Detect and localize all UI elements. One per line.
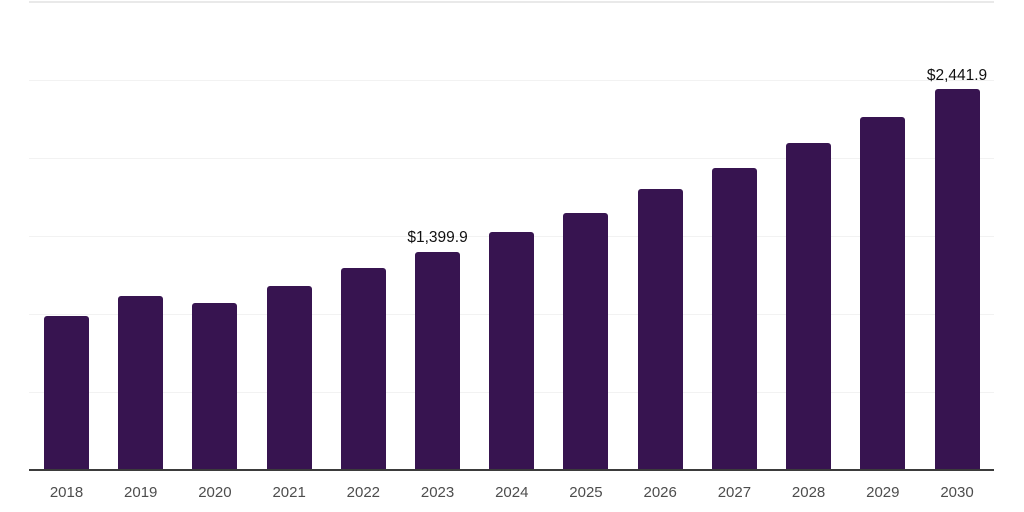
bar-2024: [489, 231, 535, 470]
gridline-2000: [29, 158, 994, 159]
x-tick-2029: 2029: [866, 484, 900, 501]
bar-2027: [711, 168, 757, 470]
x-tick-2024: 2024: [495, 484, 529, 501]
x-tick-2025: 2025: [569, 484, 603, 501]
bar-2025: [563, 212, 609, 470]
x-tick-2020: 2020: [198, 484, 232, 501]
x-tick-2021: 2021: [272, 484, 306, 501]
gridline-2500: [29, 80, 994, 81]
x-tick-2023: 2023: [420, 484, 455, 501]
bar-2018: [44, 316, 89, 470]
bar-2029: [860, 116, 906, 470]
bar-2021: [266, 286, 312, 470]
bar-2022: [340, 268, 386, 470]
data-label-2023: $1,399.9: [407, 229, 468, 247]
bar-2019: [118, 296, 164, 470]
x-tick-2019: 2019: [124, 484, 158, 501]
x-tick-2026: 2026: [643, 484, 677, 501]
x-tick-2018: 2018: [49, 484, 84, 501]
gridline-3000: [29, 1, 994, 3]
x-axis-tick-labels: 2018 2019 2020 2021 2022 2023 2024 2025 2026 2027…: [29, 484, 994, 505]
x-tick-2028: 2028: [791, 484, 826, 501]
x-tick-2030: 2030: [940, 484, 974, 501]
x-tick-2022: 2022: [346, 484, 381, 501]
bar-2020: [192, 302, 238, 470]
x-tick-2027: 2027: [717, 484, 752, 501]
bar-2030: [934, 89, 980, 470]
bar-2023: [415, 251, 461, 470]
plot-area: $1,399.9 $2,441.9: [29, 1, 994, 470]
bar-2028: [786, 142, 832, 470]
bar-2026: [637, 189, 683, 470]
data-label-2030: $2,441.9: [926, 66, 988, 84]
x-axis-line: [29, 469, 994, 471]
